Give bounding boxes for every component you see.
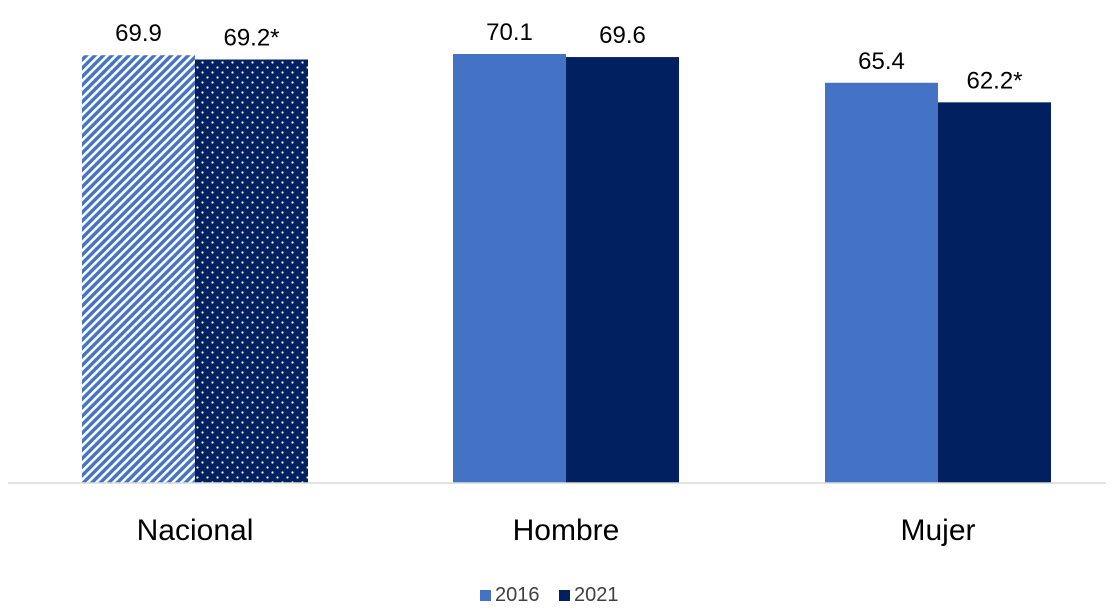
- bar-hombre-2021: [566, 57, 679, 484]
- data-label-nacional-2021: 69.2*: [223, 25, 279, 52]
- category-label-mujer: Mujer: [900, 514, 975, 547]
- bar-mujer-2021: [938, 102, 1051, 483]
- category-labels-layer: Nacional Hombre Mujer: [137, 514, 976, 547]
- data-label-nacional-2016: 69.9: [115, 20, 162, 47]
- legend-label-2016: 2016: [495, 584, 540, 606]
- legend-label-2021: 2021: [574, 584, 619, 606]
- data-labels-layer: 69.9 69.2* 70.1 69.6 65.4 62.2*: [115, 19, 1022, 94]
- data-label-mujer-2016: 65.4: [858, 48, 905, 75]
- category-label-hombre: Hombre: [513, 514, 620, 547]
- bars-layer: [82, 54, 1051, 484]
- legend: 2016 2021: [480, 584, 619, 606]
- legend-swatch-2021: [559, 590, 570, 601]
- bar-hombre-2016: [453, 54, 566, 483]
- data-label-mujer-2021: 62.2*: [966, 67, 1022, 94]
- legend-swatch-2016: [480, 590, 491, 601]
- category-label-nacional: Nacional: [137, 514, 254, 547]
- data-label-hombre-2016: 70.1: [486, 19, 533, 46]
- bar-nacional-2016: [82, 55, 195, 483]
- data-label-hombre-2021: 69.6: [599, 22, 646, 49]
- bar-mujer-2016: [825, 82, 938, 484]
- bar-nacional-2021: [195, 59, 308, 484]
